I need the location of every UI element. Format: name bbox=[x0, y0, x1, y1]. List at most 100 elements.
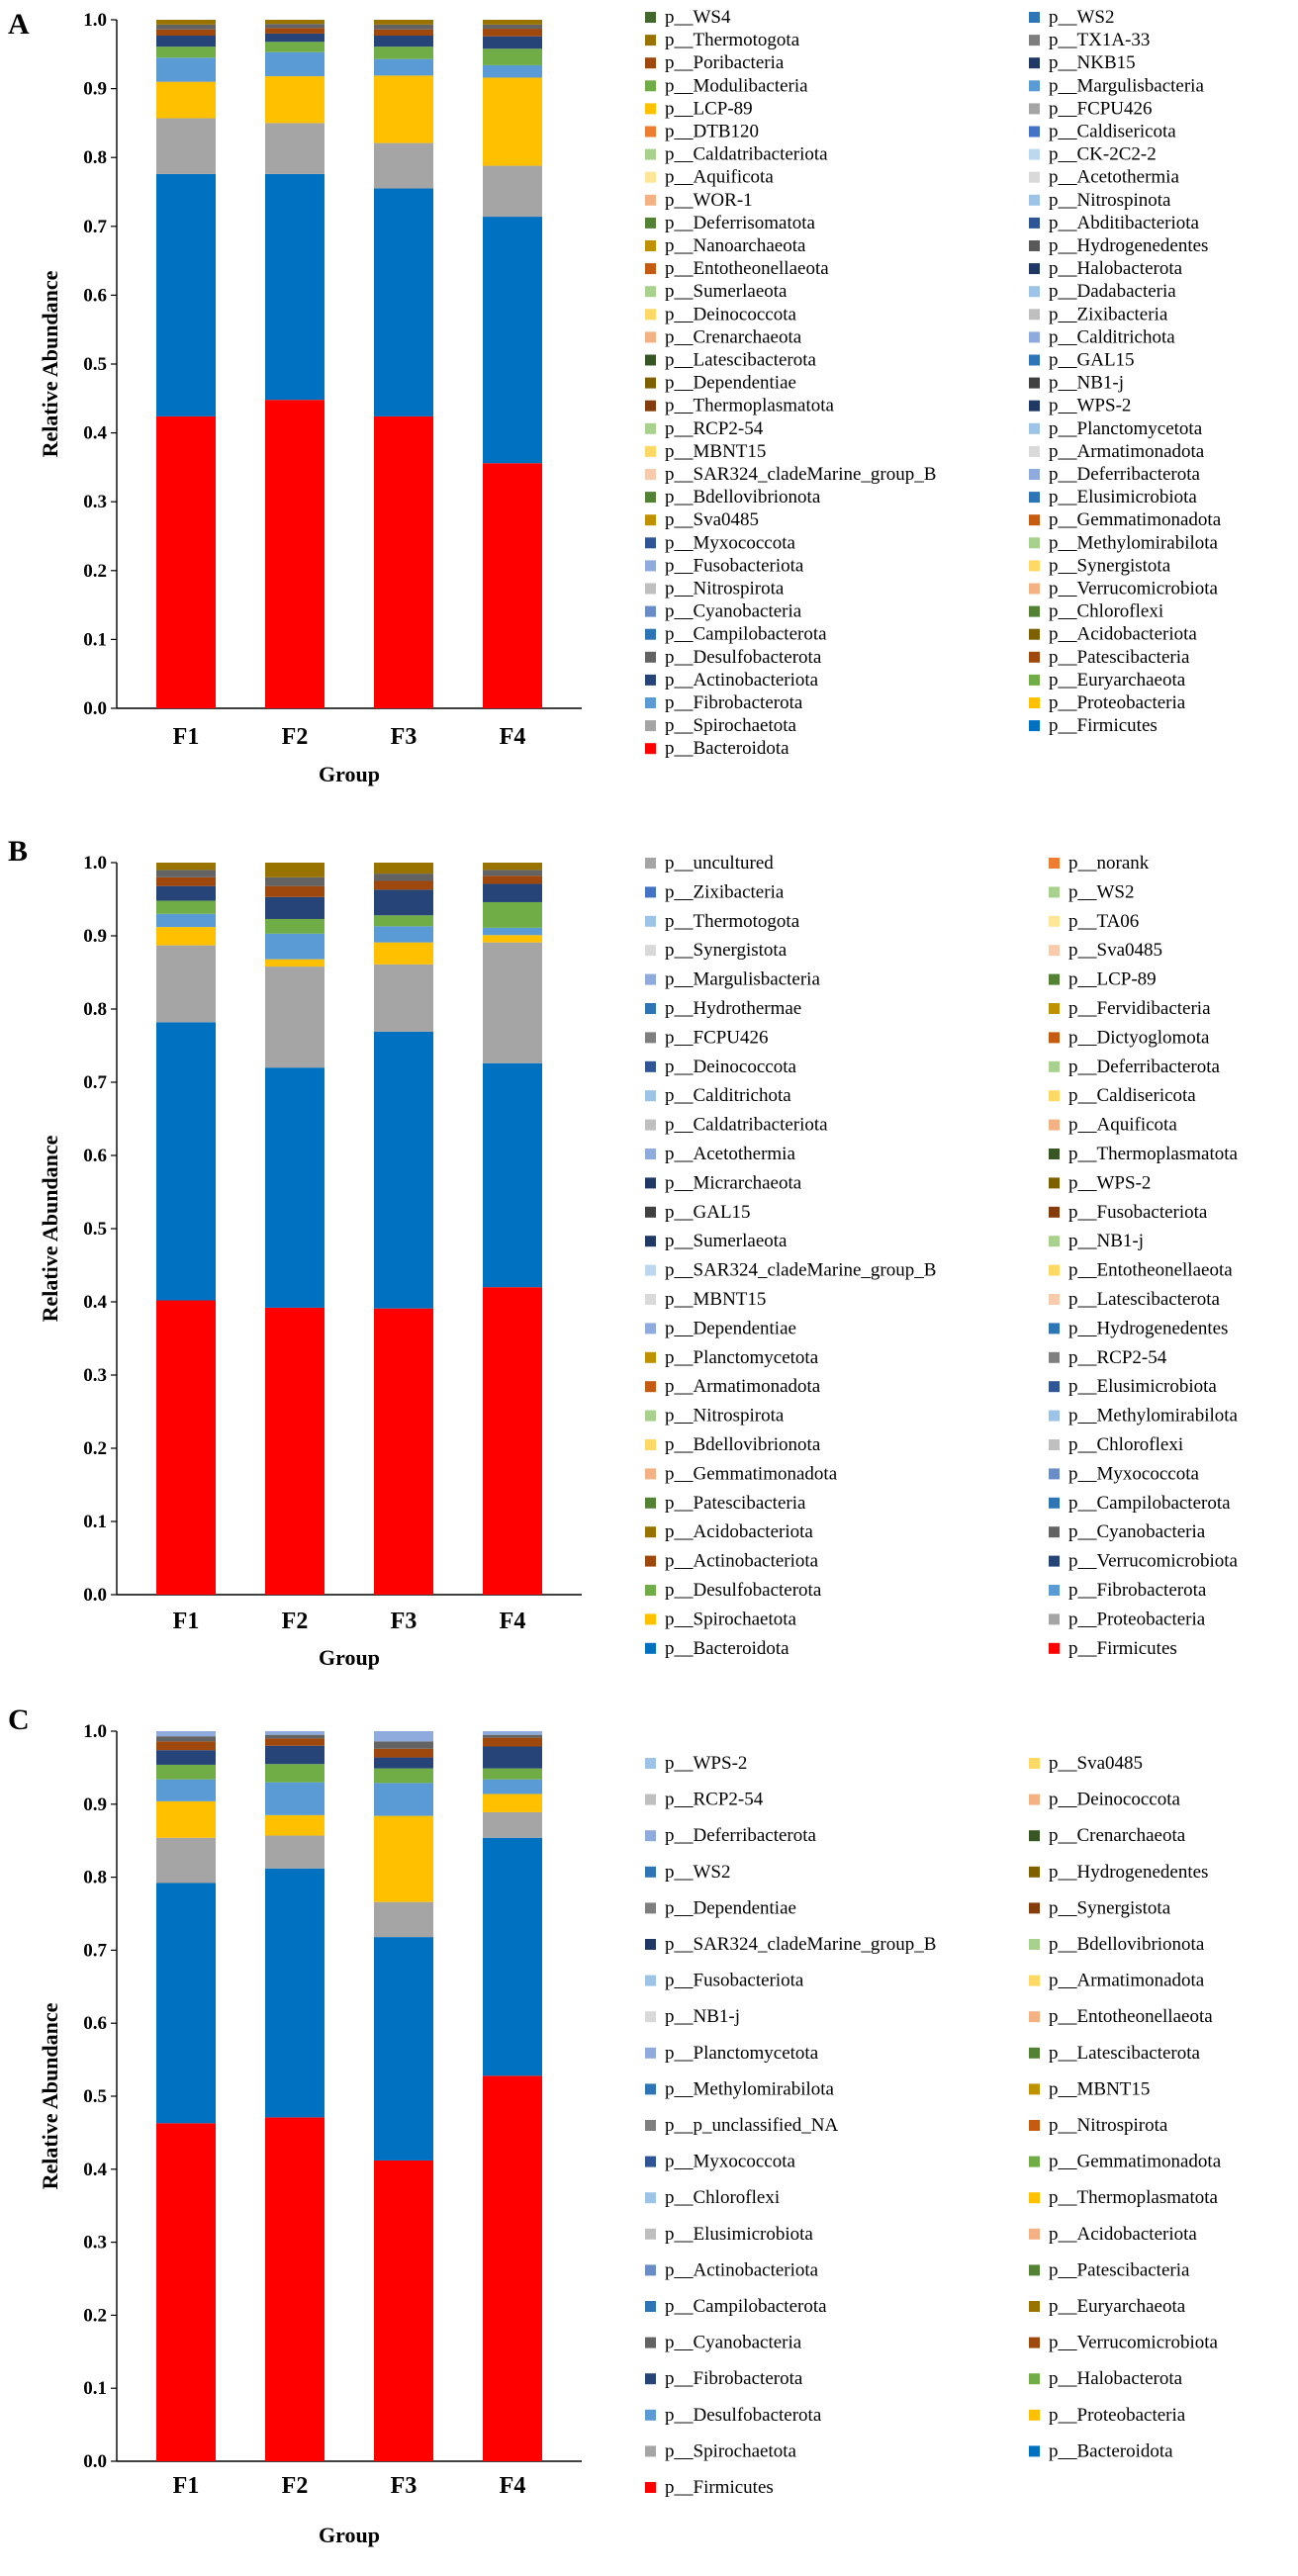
panel-a-legend-swatch bbox=[645, 354, 656, 366]
panel-b-legend-swatch bbox=[645, 945, 656, 957]
panel-b-bar-segment bbox=[156, 1022, 216, 1301]
panel-a-legend-label: p__Verrucomicrobiota bbox=[1049, 579, 1219, 599]
panel-c-x-tick-label: F4 bbox=[500, 2473, 526, 2499]
panel-c-legend-swatch bbox=[1029, 2156, 1040, 2167]
panel-b-bar-segment bbox=[156, 927, 216, 946]
panel-c-bar-segment bbox=[156, 1883, 216, 2124]
panel-b-y-tick-label: 0.1 bbox=[83, 1512, 107, 1532]
panel-a-legend-label: p__Hydrogenedentes bbox=[1049, 235, 1208, 256]
panel-a-legend-label: p__Caldisericota bbox=[1049, 122, 1176, 142]
panel-c-legend-swatch bbox=[645, 1866, 656, 1878]
panel-c-legend-swatch bbox=[645, 2011, 656, 2023]
panel-c-legend-swatch bbox=[1029, 1975, 1040, 1986]
panel-a-legend-swatch bbox=[1029, 57, 1040, 69]
panel-b-legend-swatch bbox=[645, 1323, 656, 1334]
panel-c-legend-label: p__Deinococcota bbox=[1049, 1790, 1181, 1810]
panel-a-y-tick-label: 0.0 bbox=[83, 698, 107, 719]
panel-c-legend-label: p__Patescibacteria bbox=[1049, 2259, 1190, 2280]
panel-b-bar-segment bbox=[483, 901, 542, 928]
panel-c-y-tick-label: 0.7 bbox=[83, 1940, 107, 1961]
panel-b-bar-segment bbox=[156, 913, 216, 928]
panel-a-legend-label: p__Bacteroidota bbox=[665, 738, 789, 759]
panel-c-legend-swatch bbox=[645, 2445, 656, 2457]
panel-b-legend-label: p__Deferribacterota bbox=[1068, 1057, 1221, 1077]
panel-b-legend-swatch bbox=[645, 1613, 656, 1625]
panel-c-legend-label: p__Deferribacterota bbox=[665, 1825, 817, 1846]
panel-b-legend-label: p__Aquificota bbox=[1068, 1115, 1177, 1136]
panel-b-legend-swatch bbox=[1049, 1003, 1060, 1014]
panel-a-legend-label: p__Entotheonellaeota bbox=[665, 258, 829, 279]
panel-b-legend-swatch bbox=[1049, 1497, 1060, 1509]
panel-a-legend-label: p__Crenarchaeota bbox=[665, 326, 802, 347]
panel-a-legend-swatch bbox=[645, 492, 656, 504]
panel-a-bar-segment bbox=[156, 118, 216, 174]
panel-a-bar-segment bbox=[265, 123, 324, 174]
panel-c-legend-swatch bbox=[645, 2228, 656, 2240]
panel-a-legend-label: p__Gemmatimonadota bbox=[1049, 509, 1222, 530]
panel-a-bar-segment bbox=[374, 415, 433, 708]
panel-b-y-tick-label: 0.4 bbox=[83, 1292, 107, 1313]
panel-c-legend-label: p__Euryarchaeota bbox=[1049, 2296, 1186, 2317]
panel-a-legend-label: p__WOR-1 bbox=[665, 190, 753, 211]
panel-c-legend-swatch bbox=[1029, 2373, 1040, 2385]
panel-a-legend-swatch bbox=[1029, 445, 1040, 457]
panel-b-legend-label: p__Armatimonadota bbox=[665, 1376, 821, 1397]
panel-a-legend-label: p__Deinococcota bbox=[665, 304, 797, 324]
panel-b-bar-segment bbox=[156, 870, 216, 877]
panel-c-x-tick-label: F1 bbox=[173, 2473, 200, 2499]
panel-b-legend-label: p__Thermotogota bbox=[665, 911, 800, 932]
panel-a-legend-swatch bbox=[645, 80, 656, 92]
panel-b-x-tick-label: F2 bbox=[282, 1609, 309, 1634]
panel-a-bar-segment bbox=[483, 20, 542, 25]
panel-a-bar-segment bbox=[374, 20, 433, 25]
panel-b-legend-label: p__Spirochaetota bbox=[665, 1609, 797, 1629]
panel-a-bar-segment bbox=[374, 58, 433, 76]
panel-a-x-tick-label: F2 bbox=[282, 724, 309, 750]
panel-a-legend-swatch bbox=[645, 469, 656, 480]
panel-a-bar-segment bbox=[265, 173, 324, 401]
panel-b-legend-swatch bbox=[1049, 945, 1060, 957]
panel-b-bar-segment bbox=[265, 863, 324, 877]
panel-b-bar-segment bbox=[374, 863, 433, 874]
panel-b-legend-label: p__Methylomirabilota bbox=[1068, 1406, 1239, 1426]
panel-c-legend-label: p__Elusimicrobiota bbox=[665, 2224, 813, 2245]
panel-a-legend-swatch bbox=[645, 12, 656, 23]
panel-a-legend-label: p__TX1A-33 bbox=[1049, 30, 1150, 50]
panel-a-legend-label: p__MBNT15 bbox=[665, 441, 766, 462]
panel-b-legend-swatch bbox=[1049, 1090, 1060, 1102]
panel-a-bar-segment bbox=[483, 165, 542, 218]
panel-a-legend-label: p__Actinobacteriota bbox=[665, 670, 819, 690]
panel-b-bar-segment bbox=[483, 883, 542, 902]
panel-c-legend-label: p__Gemmatimonadota bbox=[1049, 2152, 1222, 2172]
panel-c-legend-label: p__Cyanobacteria bbox=[665, 2333, 802, 2353]
panel-b-bar-segment bbox=[156, 863, 216, 871]
panel-b-legend-label: p__Sva0485 bbox=[1068, 940, 1162, 961]
panel-c-bar-segment bbox=[374, 2160, 433, 2461]
panel-b-x-tick-label: F1 bbox=[173, 1609, 200, 1634]
panel-c-legend-swatch bbox=[1029, 2083, 1040, 2095]
panel-a-legend-swatch bbox=[645, 537, 656, 549]
panel-a-legend-label: p__Nanoarchaeota bbox=[665, 235, 806, 256]
panel-b-bar-segment bbox=[374, 874, 433, 881]
panel-c-bar-segment bbox=[374, 1748, 433, 1758]
panel-a-legend-label: p__Elusimicrobiota bbox=[1049, 487, 1197, 507]
panel-b-legend-label: p__Firmicutes bbox=[1068, 1638, 1177, 1659]
panel-b-legend-swatch bbox=[645, 858, 656, 869]
panel-b-legend-label: p__WS2 bbox=[1068, 881, 1135, 902]
panel-c-y-axis-label: Relative Abundance bbox=[38, 2002, 62, 2189]
panel-c-legend-label: p__Actinobacteriota bbox=[665, 2259, 819, 2280]
panel-a-legend-swatch bbox=[1029, 240, 1040, 251]
panel-a-legend-label: p__Aquificota bbox=[665, 167, 774, 188]
panel-b-legend-swatch bbox=[645, 1468, 656, 1480]
panel-c-legend-label: p__Dependentiae bbox=[665, 1897, 796, 1918]
panel-a-legend-swatch bbox=[645, 514, 656, 526]
panel-a-legend-swatch bbox=[645, 263, 656, 275]
panel-a-legend-swatch bbox=[645, 377, 656, 389]
panel-a-y-tick-label: 0.3 bbox=[83, 492, 107, 512]
panel-a-legend-label: p__Dadabacteria bbox=[1049, 281, 1176, 302]
panel-a-bar-segment bbox=[156, 415, 216, 708]
panel-c-legend-label: p__Chloroflexi bbox=[665, 2187, 780, 2208]
panel-c-legend-swatch bbox=[1029, 2301, 1040, 2312]
panel-b-legend-swatch bbox=[1049, 1206, 1060, 1218]
panel-c-bar-segment bbox=[265, 1868, 324, 2118]
